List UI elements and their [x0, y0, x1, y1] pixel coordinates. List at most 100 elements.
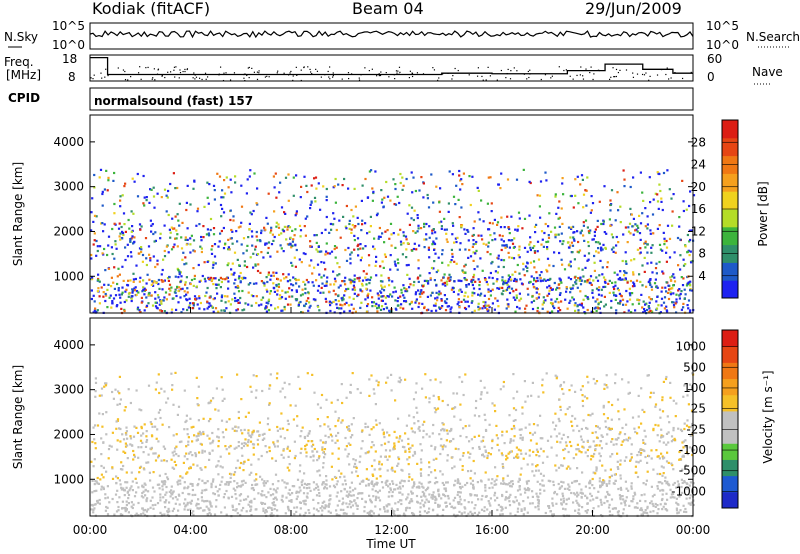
heatmap-cell [369, 500, 372, 503]
heatmap-cell [600, 246, 603, 249]
heatmap-cell [464, 278, 467, 281]
heatmap-cell [646, 251, 649, 254]
heatmap-cell [515, 296, 518, 299]
heatmap-cell [447, 276, 450, 279]
heatmap-cell [198, 430, 201, 433]
heatmap-cell [334, 293, 337, 296]
heatmap-cell [671, 275, 674, 278]
heatmap-cell [516, 489, 520, 492]
heatmap-cell [408, 473, 411, 476]
heatmap-cell [433, 260, 436, 263]
heatmap-cell [441, 445, 444, 448]
heatmap-cell [383, 253, 387, 256]
heatmap-cell [226, 276, 229, 279]
heatmap-cell [124, 290, 127, 293]
heatmap-cell [516, 453, 519, 456]
nave-dot [364, 67, 366, 69]
heatmap-cell [662, 301, 666, 304]
heatmap-cell [342, 215, 345, 218]
heatmap-cell [377, 384, 380, 387]
heatmap-cell [280, 247, 283, 250]
nave-dot [398, 73, 400, 75]
heatmap-cell [316, 263, 320, 266]
heatmap-cell [304, 302, 308, 305]
heatmap-cell [657, 481, 660, 484]
heatmap-cell [394, 203, 398, 206]
heatmap-cell [619, 474, 622, 477]
heatmap-cell [386, 509, 389, 512]
plot-title: Kodiak (fitACF) [92, 0, 210, 18]
heatmap-cell [669, 496, 672, 499]
heatmap-cell [266, 222, 269, 225]
heatmap-cell [458, 495, 461, 498]
heatmap-cell [562, 507, 565, 510]
heatmap-cell [312, 507, 316, 510]
heatmap-cell [494, 410, 497, 413]
heatmap-cell [119, 195, 122, 198]
heatmap-cell [654, 192, 657, 195]
heatmap-cell [195, 439, 198, 442]
heatmap-cell [660, 297, 664, 300]
heatmap-cell [454, 237, 457, 240]
heatmap-cell [304, 287, 307, 290]
heatmap-cell [249, 434, 252, 438]
heatmap-cell [431, 291, 434, 294]
heatmap-cell [563, 268, 567, 271]
heatmap-cell [682, 395, 685, 398]
heatmap-cell [610, 189, 614, 192]
heatmap-cell [561, 242, 564, 246]
heatmap-cell [326, 276, 329, 279]
heatmap-cell [441, 261, 444, 264]
heatmap-cell [157, 278, 160, 282]
heatmap-cell [587, 252, 591, 255]
heatmap-cell [221, 207, 224, 210]
heatmap-cell [177, 276, 180, 279]
heatmap-cell [630, 213, 633, 216]
heatmap-cell [636, 454, 639, 457]
heatmap-cell [442, 483, 446, 486]
heatmap-cell [201, 274, 204, 278]
heatmap-cell [287, 509, 291, 512]
nave-dot [376, 75, 378, 77]
heatmap-cell [646, 227, 649, 230]
heatmap-cell [167, 507, 170, 510]
heatmap-cell [688, 484, 691, 487]
heatmap-cell [540, 230, 544, 233]
nave-dot [485, 79, 487, 81]
heatmap-cell [319, 291, 322, 294]
heatmap-cell [469, 255, 473, 258]
heatmap-cell [189, 302, 192, 305]
heatmap-cell [526, 266, 529, 269]
heatmap-cell [522, 500, 525, 503]
heatmap-cell [625, 289, 628, 293]
heatmap-cell [399, 487, 402, 490]
heatmap-cell [399, 240, 403, 243]
heatmap-cell [371, 199, 374, 202]
heatmap-cell [537, 505, 540, 508]
heatmap-cell [450, 259, 453, 262]
heatmap-cell [493, 483, 496, 486]
heatmap-cell [597, 303, 600, 306]
heatmap-cell [217, 409, 220, 412]
heatmap-cell [486, 250, 489, 254]
heatmap-cell [149, 257, 152, 260]
heatmap-cell [365, 272, 368, 275]
heatmap-cell [305, 278, 308, 282]
heatmap-cell [374, 304, 377, 308]
heatmap-cell [430, 266, 434, 270]
heatmap-cell [634, 223, 637, 226]
heatmap-cell [582, 206, 585, 209]
heatmap-cell [315, 187, 318, 190]
heatmap-cell [610, 440, 613, 443]
heatmap-cell [175, 237, 178, 240]
heatmap-cell [625, 487, 628, 490]
heatmap-cell [181, 258, 184, 261]
heatmap-cell [205, 233, 208, 236]
heatmap-cell [319, 208, 322, 211]
heatmap-cell [396, 300, 399, 303]
heatmap-cell [506, 456, 509, 460]
heatmap-cell [227, 280, 230, 283]
nave-dot [289, 72, 291, 74]
heatmap-cell [190, 278, 194, 282]
heatmap-cell [164, 493, 167, 496]
